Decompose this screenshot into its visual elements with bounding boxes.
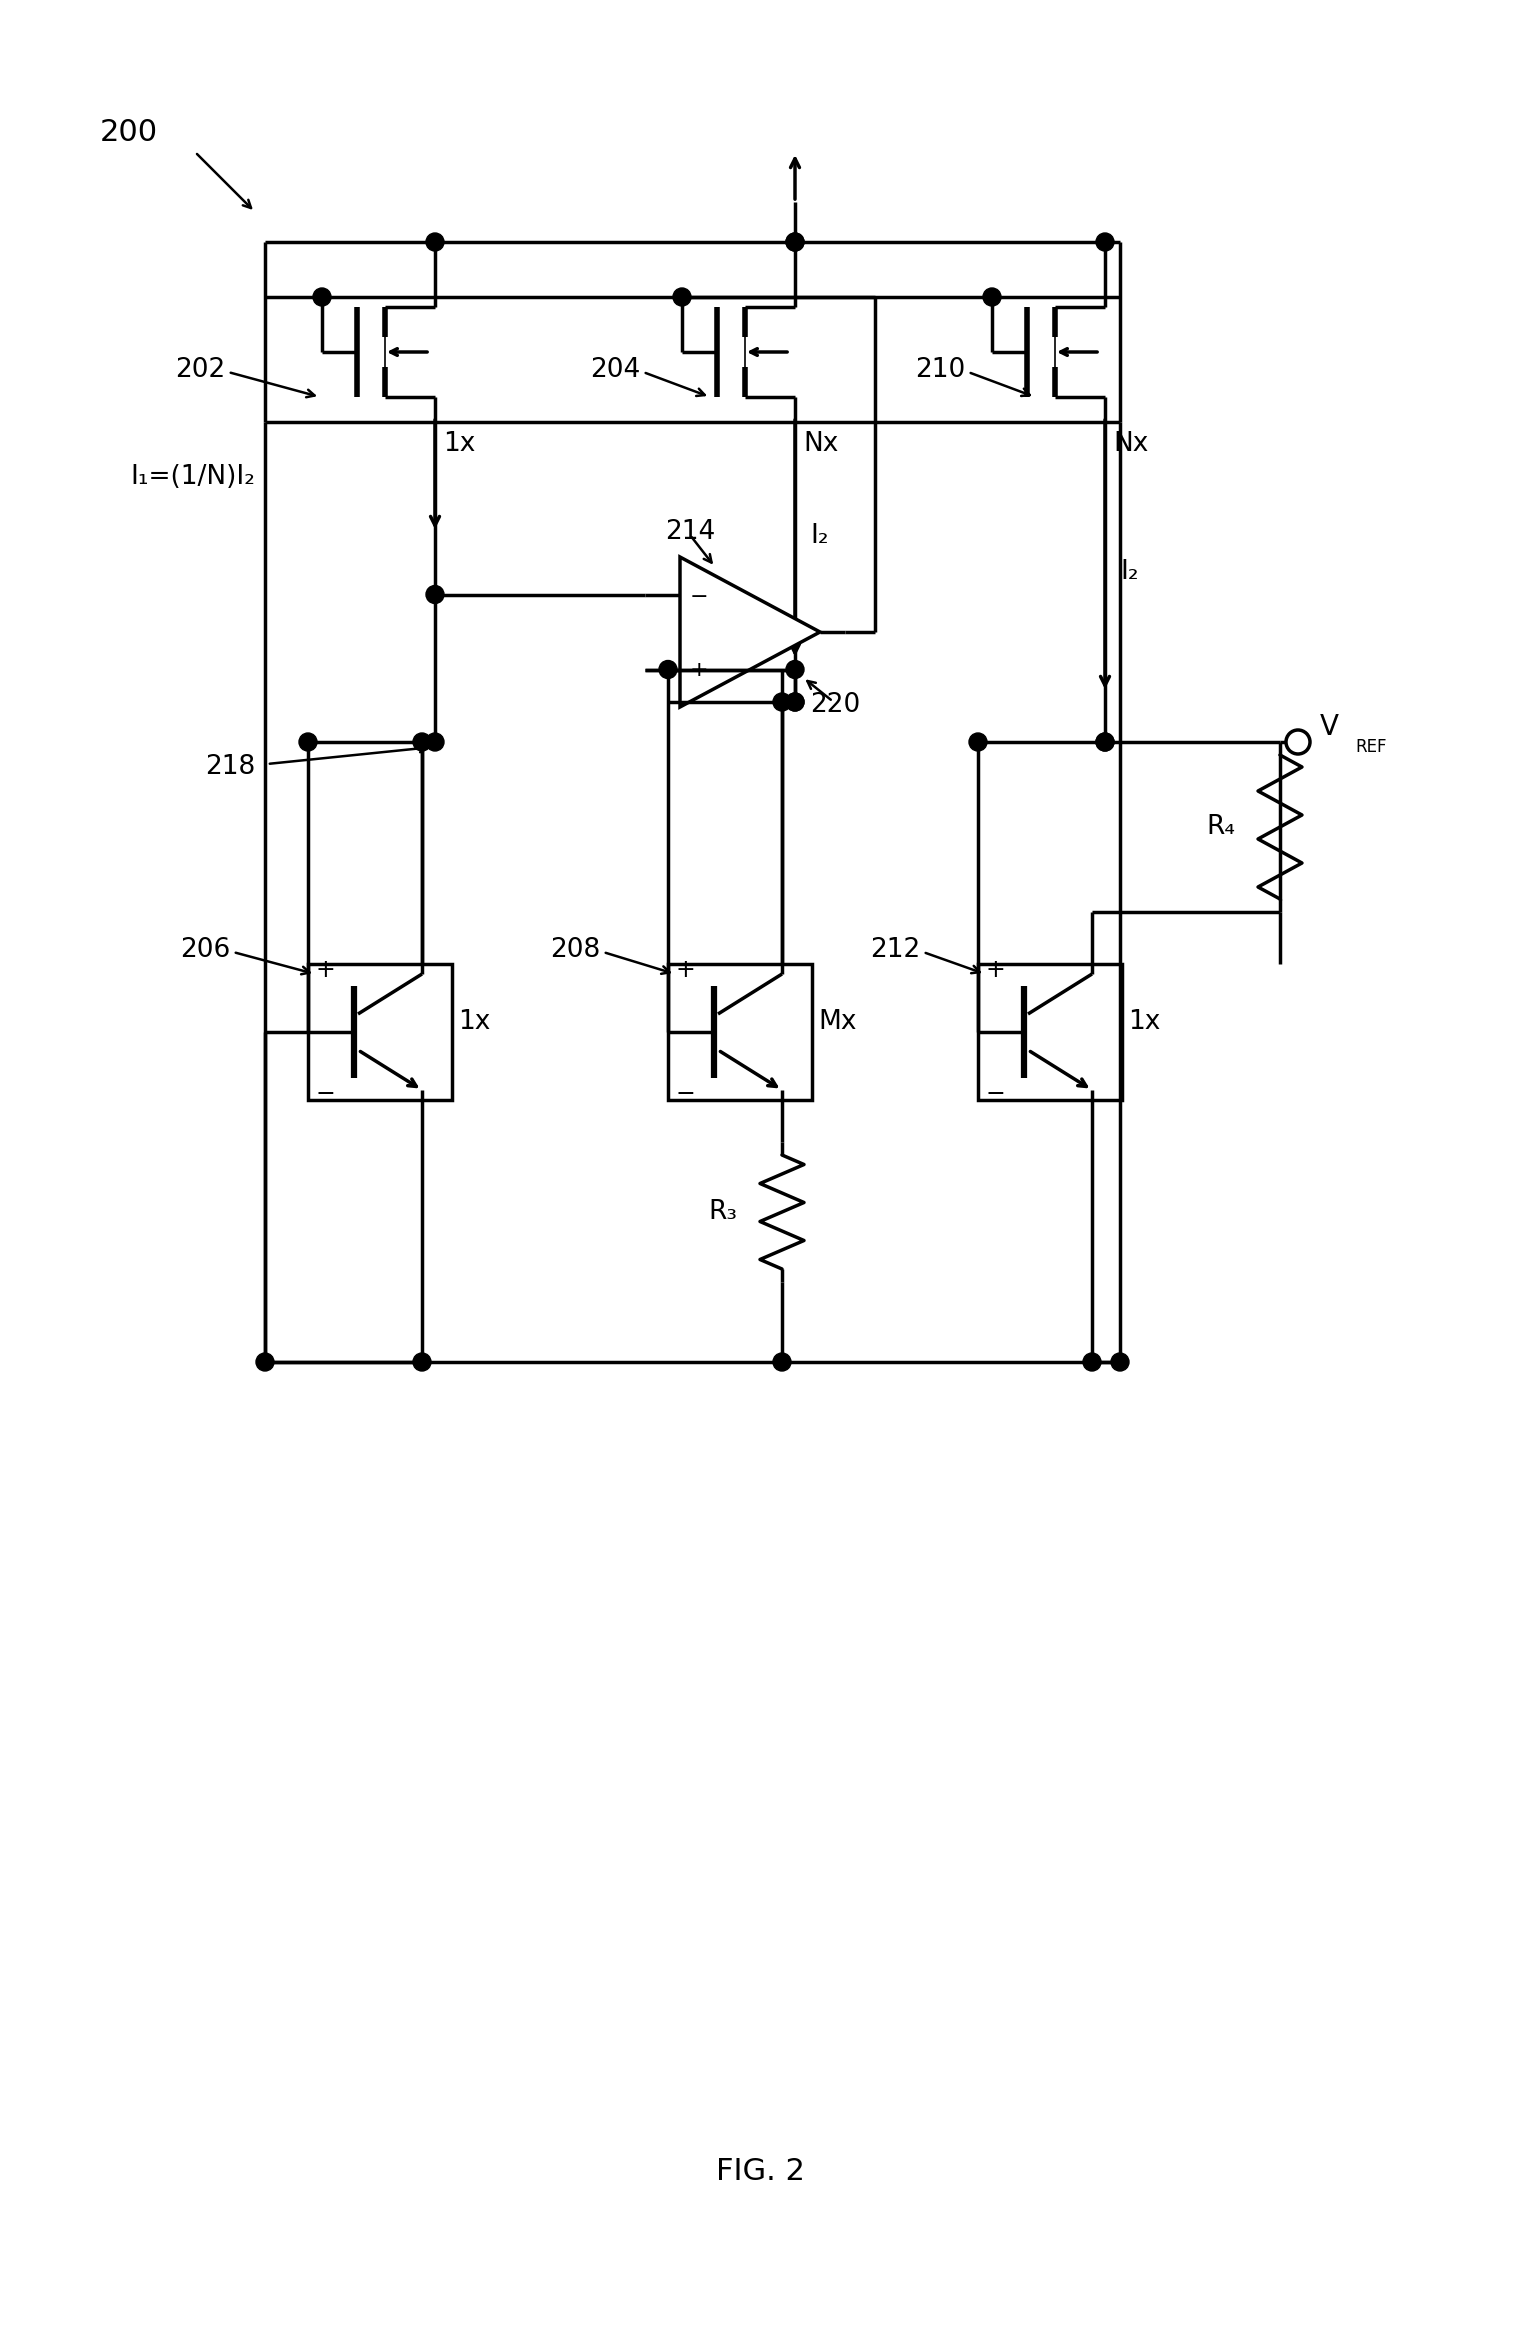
Circle shape: [786, 661, 805, 677]
Text: 204: 204: [590, 358, 640, 383]
Text: +: +: [986, 957, 1005, 983]
Circle shape: [969, 734, 987, 750]
Text: 212: 212: [870, 936, 920, 962]
Circle shape: [786, 694, 805, 710]
Text: $+$: $+$: [689, 659, 707, 680]
Circle shape: [1097, 233, 1113, 252]
Text: Mx: Mx: [818, 1009, 856, 1035]
Text: +: +: [675, 957, 695, 983]
Text: −: −: [315, 1082, 335, 1105]
Circle shape: [1083, 1352, 1101, 1371]
Circle shape: [426, 734, 444, 750]
Text: R₄: R₄: [1206, 814, 1235, 840]
FancyBboxPatch shape: [668, 964, 812, 1101]
Text: Nx: Nx: [803, 430, 838, 456]
FancyBboxPatch shape: [978, 964, 1122, 1101]
Text: 202: 202: [175, 358, 225, 383]
Circle shape: [426, 233, 444, 252]
Text: FIG. 2: FIG. 2: [716, 2157, 805, 2187]
Text: V: V: [1320, 713, 1338, 741]
Polygon shape: [680, 557, 820, 708]
FancyBboxPatch shape: [307, 964, 452, 1101]
Text: +: +: [315, 957, 335, 983]
Circle shape: [672, 287, 691, 306]
Text: I₂: I₂: [811, 522, 829, 548]
Text: REF: REF: [1355, 739, 1387, 755]
Text: 1x: 1x: [443, 430, 476, 456]
Circle shape: [1097, 734, 1113, 750]
Text: I₂: I₂: [1119, 560, 1139, 586]
Text: 218: 218: [205, 755, 256, 781]
Circle shape: [300, 734, 316, 750]
Text: 214: 214: [665, 520, 715, 546]
Text: I₁=(1/N)I₂: I₁=(1/N)I₂: [129, 463, 256, 489]
Text: Nx: Nx: [1113, 430, 1148, 456]
Text: 200: 200: [100, 118, 158, 146]
Text: 1x: 1x: [458, 1009, 490, 1035]
Circle shape: [426, 586, 444, 604]
Circle shape: [786, 233, 805, 252]
Text: 206: 206: [179, 936, 230, 962]
Circle shape: [983, 287, 1001, 306]
Text: R₃: R₃: [707, 1200, 738, 1225]
Text: $-$: $-$: [689, 586, 707, 604]
Text: 210: 210: [914, 358, 964, 383]
Circle shape: [313, 287, 332, 306]
Circle shape: [1110, 1352, 1129, 1371]
Circle shape: [773, 1352, 791, 1371]
Circle shape: [786, 694, 805, 710]
Text: −: −: [986, 1082, 1005, 1105]
Circle shape: [414, 734, 430, 750]
Circle shape: [1097, 734, 1113, 750]
Text: 208: 208: [549, 936, 599, 962]
Circle shape: [773, 694, 791, 710]
Circle shape: [256, 1352, 274, 1371]
Circle shape: [414, 1352, 430, 1371]
Circle shape: [659, 661, 677, 677]
Text: 220: 220: [811, 691, 861, 717]
Text: −: −: [675, 1082, 695, 1105]
Text: 1x: 1x: [1129, 1009, 1161, 1035]
Circle shape: [786, 233, 805, 252]
